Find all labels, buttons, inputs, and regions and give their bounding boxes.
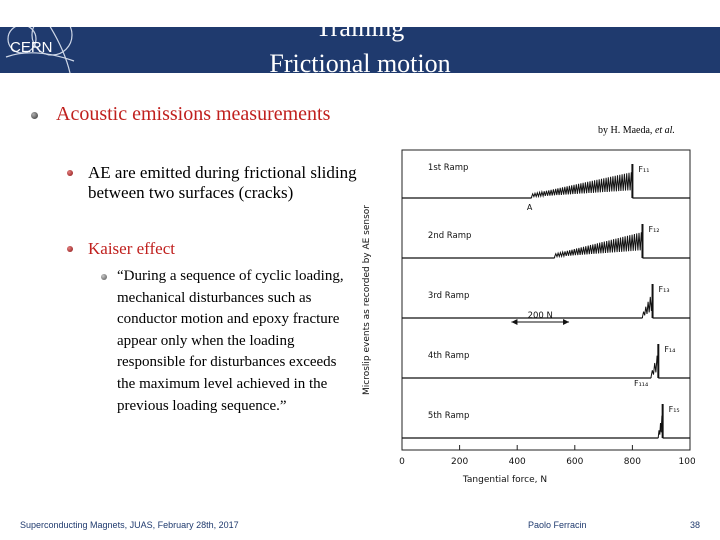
scale-bar-label: 200 N — [528, 311, 553, 321]
x-tick-label: 200 — [451, 457, 468, 467]
credit-prefix: by H. Maeda, — [598, 125, 655, 136]
bullet-level2-icon — [67, 170, 73, 176]
bullet-level2-kaiser-text: Kaiser effect — [88, 239, 175, 258]
ramp-4-label: 4th Ramp — [428, 351, 469, 361]
bullet-level3-icon — [101, 274, 107, 280]
y-axis-label: Microslip events as recorded by AE senso… — [362, 205, 372, 395]
kaiser-quote-text: “During a sequence of cyclic loading, me… — [117, 268, 344, 414]
scale-bar-arrow-left — [511, 319, 518, 325]
cern-logo-icon: CERN — [5, 27, 75, 73]
plot-frame — [401, 149, 691, 451]
bullet-level2-icon — [67, 246, 73, 252]
ramp-5-label: 5th Ramp — [428, 411, 469, 421]
footer-left: Superconducting Magnets, JUAS, February … — [20, 520, 239, 530]
figure-credit: by H. Maeda, et al. — [598, 125, 675, 136]
x-tick-label: 0 — [399, 457, 405, 467]
ramp-1-label: 1st Ramp — [428, 163, 468, 173]
bullet-level1-text: Acoustic emissions measurements — [56, 103, 331, 125]
ramp-1-end-label: F₁₁ — [638, 165, 649, 174]
footer-page-number: 38 — [690, 520, 701, 530]
ramp-3-end-label: F₁₃ — [659, 285, 670, 294]
ramp-3-events — [641, 291, 654, 319]
x-tick-label: 1000 — [679, 457, 695, 467]
logo-text: CERN — [10, 39, 53, 56]
slide-title: Training — [315, 27, 405, 42]
ramp-2-label: 2nd Ramp — [428, 231, 472, 241]
ae-chart: Microslip events as recorded by AE senso… — [362, 149, 695, 485]
ramp-2-end-label: F₁₂ — [648, 225, 659, 234]
bullet-level2-ae-text: AE are emitted during frictional sliding… — [88, 163, 357, 202]
ramp-4-end-label: F₁₄ — [664, 345, 675, 354]
scale-bar-arrow-right — [563, 319, 570, 325]
slide-subtitle: Frictional motion — [269, 49, 451, 74]
footer-center: Paolo Ferracin — [528, 520, 587, 530]
x-tick-label: 600 — [566, 457, 583, 467]
ramp-4-onset-label: F₁₁₄ — [634, 379, 648, 388]
ramp-4-events — [650, 355, 659, 379]
x-axis-label: Tangential force, N — [462, 475, 547, 485]
header-bar: CERN Training Frictional motion — [0, 27, 720, 73]
ramp-3-label: 3rd Ramp — [428, 291, 469, 301]
ramp-5-end-label: F₁₅ — [669, 405, 680, 414]
x-tick-label: 800 — [624, 457, 641, 467]
credit-italic: et al. — [654, 125, 675, 136]
x-tick-label: 400 — [509, 457, 526, 467]
ramp-1-onset-label: A — [527, 203, 533, 212]
ramp-1-events — [531, 172, 633, 199]
ramp-2-events — [554, 232, 643, 259]
bullet-level1-icon — [31, 112, 38, 119]
